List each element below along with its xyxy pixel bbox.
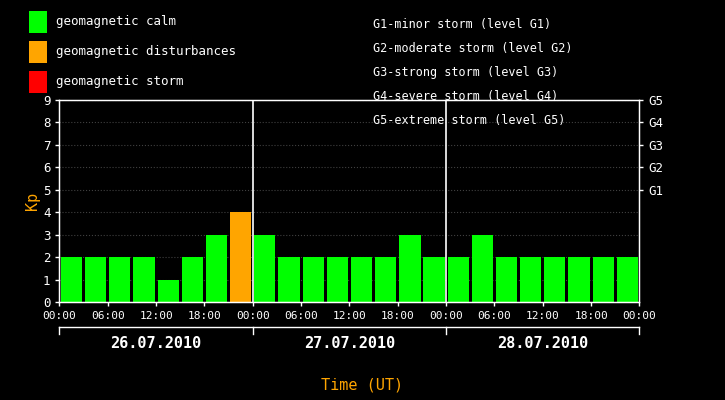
Text: G1-minor storm (level G1): G1-minor storm (level G1) xyxy=(373,18,552,31)
Text: Time (UT): Time (UT) xyxy=(321,378,404,393)
Text: 27.07.2010: 27.07.2010 xyxy=(304,336,395,350)
Bar xyxy=(423,257,444,302)
Y-axis label: Kp: Kp xyxy=(25,192,40,210)
Bar xyxy=(230,212,252,302)
Bar xyxy=(496,257,517,302)
Text: G4-severe storm (level G4): G4-severe storm (level G4) xyxy=(373,90,559,103)
Text: geomagnetic calm: geomagnetic calm xyxy=(56,16,176,28)
Text: geomagnetic storm: geomagnetic storm xyxy=(56,76,183,88)
Bar xyxy=(157,280,179,302)
Bar xyxy=(592,257,614,302)
Bar xyxy=(85,257,107,302)
Bar xyxy=(472,235,493,302)
Bar xyxy=(375,257,397,302)
Bar xyxy=(399,235,420,302)
Bar xyxy=(133,257,154,302)
Bar xyxy=(544,257,566,302)
Bar xyxy=(109,257,130,302)
Text: 28.07.2010: 28.07.2010 xyxy=(497,336,589,350)
Bar xyxy=(351,257,372,302)
Text: 26.07.2010: 26.07.2010 xyxy=(110,336,202,350)
Bar xyxy=(206,235,227,302)
Text: G5-extreme storm (level G5): G5-extreme storm (level G5) xyxy=(373,114,566,127)
Bar xyxy=(617,257,638,302)
Bar xyxy=(447,257,469,302)
Text: G2-moderate storm (level G2): G2-moderate storm (level G2) xyxy=(373,42,573,55)
Bar xyxy=(302,257,324,302)
Bar xyxy=(182,257,203,302)
Bar xyxy=(278,257,299,302)
Bar xyxy=(520,257,542,302)
Bar xyxy=(61,257,82,302)
Text: geomagnetic disturbances: geomagnetic disturbances xyxy=(56,46,236,58)
Bar xyxy=(254,235,276,302)
Bar xyxy=(327,257,348,302)
Text: G3-strong storm (level G3): G3-strong storm (level G3) xyxy=(373,66,559,79)
Bar xyxy=(568,257,589,302)
